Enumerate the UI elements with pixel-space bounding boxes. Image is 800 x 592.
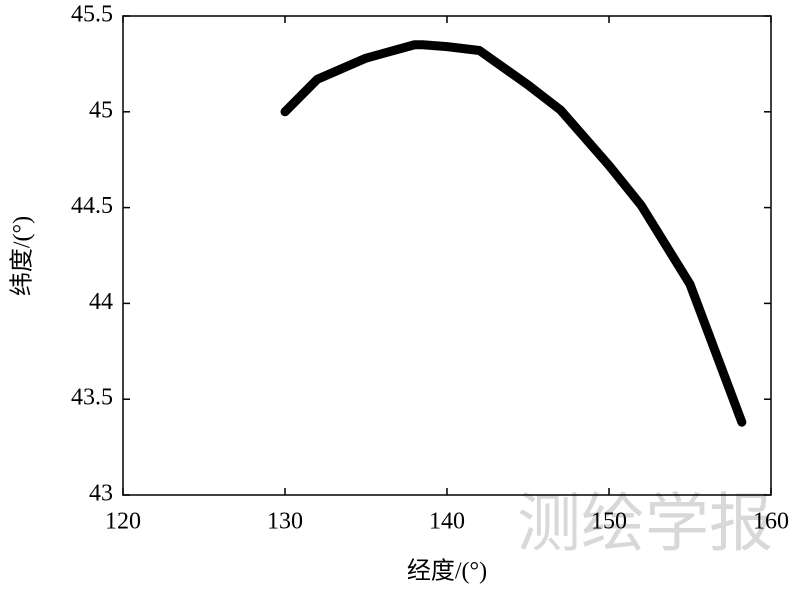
x-axis-label: 经度/(°) [407, 558, 487, 585]
y-axis-label: 纬度/(°) [9, 216, 36, 296]
y-tick-label: 44 [89, 289, 113, 315]
x-tick-label: 160 [753, 509, 789, 535]
y-tick-label: 44.5 [71, 193, 113, 219]
x-tick-label: 130 [267, 509, 303, 535]
y-tick-label: 43.5 [71, 385, 113, 411]
y-tick-label: 43 [89, 481, 113, 507]
watermark: 测绘学报 [517, 488, 773, 562]
trajectory-line [280, 40, 747, 427]
x-tick-label: 140 [429, 509, 465, 535]
x-tick-label: 150 [591, 509, 627, 535]
y-tick-label: 45.5 [71, 2, 113, 28]
y-tick-label: 45 [89, 97, 113, 123]
x-tick-label: 120 [105, 509, 141, 535]
